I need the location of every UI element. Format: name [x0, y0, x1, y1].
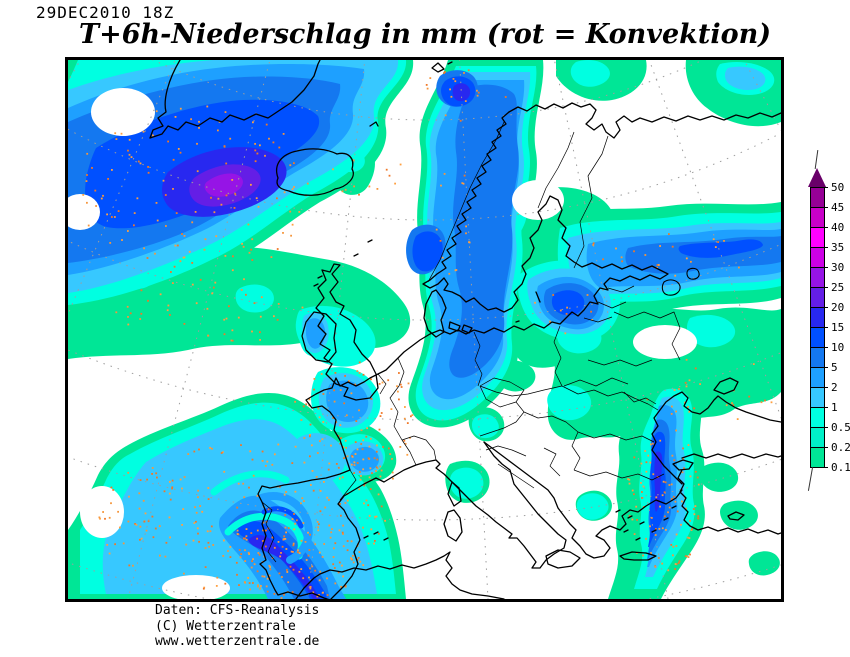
run-date-label: 29DEC2010 18Z: [36, 3, 175, 22]
coast-crete-aegean: [615, 505, 677, 561]
coast-islands-med: [363, 481, 745, 569]
coast-med-spain-france-italy: [330, 441, 567, 599]
precipitation-map: [68, 60, 781, 599]
coast-ireland: [301, 311, 337, 363]
coast-barents: [508, 102, 781, 139]
scale-tick-label: 50: [831, 181, 845, 194]
coast-greenland: [149, 60, 321, 139]
scale-tick-label: 0.2: [831, 441, 850, 454]
scale-tick-label: 45: [831, 201, 845, 214]
scale-tick: [810, 387, 828, 388]
coast-jan-mayen: [369, 121, 379, 127]
map-title: T+6h-Niederschlag in mm (rot = Konvektio…: [79, 19, 771, 50]
scale-tick-label: 10: [831, 341, 845, 354]
scale-tick: [810, 307, 828, 308]
coast-lakes: [661, 267, 700, 296]
convection-speckles: [82, 69, 773, 599]
scale-segment: [810, 347, 825, 367]
scale-tick: [810, 247, 828, 248]
scale-tick: [810, 287, 828, 288]
scale-tick-label: 25: [831, 281, 845, 294]
coast-small-isles: [313, 239, 541, 323]
coast-scandinavia: [422, 111, 669, 335]
scale-tick: [810, 267, 828, 268]
scale-tick-label: 2: [831, 381, 838, 394]
scale-tick: [810, 347, 828, 348]
precip-white-gaps: [68, 88, 697, 599]
scale-tick-label: 35: [831, 241, 845, 254]
scale-pointer-tail: [814, 150, 819, 169]
scale-tick-label: 0.1: [831, 461, 850, 474]
scale-tick: [810, 187, 828, 188]
scale-tick-label: 1: [831, 401, 838, 414]
scale-tick: [810, 367, 828, 368]
scale-tick: [810, 467, 828, 468]
scale-tick-label: 30: [831, 261, 845, 274]
scale-tick: [810, 207, 828, 208]
country-borders: [261, 121, 681, 563]
coast-continent: [257, 329, 459, 599]
scale-segment: [810, 307, 825, 327]
scale-tick: [810, 327, 828, 328]
scale-segment: [810, 447, 825, 467]
scale-segment: [810, 187, 825, 207]
scale-segment: [810, 207, 825, 227]
scale-tick-label: 0.5: [831, 421, 850, 434]
scale-segment: [810, 327, 825, 347]
scale-segment: [810, 287, 825, 307]
scale-tick-label: 20: [831, 301, 845, 314]
coast-black-sea: [651, 377, 781, 485]
scale-arrow-icon: [808, 168, 826, 187]
scale-segment: [810, 387, 825, 407]
precip-level-20-30: [189, 164, 261, 207]
scale-tick-label: 15: [831, 321, 845, 334]
coast-adriatic-balkan: [483, 441, 683, 559]
precip-swirl-arcs: [210, 470, 313, 564]
scale-segment: [810, 227, 825, 247]
scale-tick: [810, 407, 828, 408]
attribution-copyright: (C) Wetterzentrale: [155, 618, 296, 634]
coast-marmara-turkey: [672, 453, 781, 535]
map-canvas: [65, 57, 784, 602]
attribution-url: www.wetterzentrale.de: [155, 634, 320, 649]
coast-iceland: [276, 148, 354, 196]
scale-segment: [810, 247, 825, 267]
coast-britain: [315, 263, 379, 401]
scale-segment: [810, 407, 825, 427]
scale-tick: [810, 227, 828, 228]
scale-pointer-tail: [807, 467, 814, 491]
coastlines: [149, 60, 781, 599]
scale-segment: [810, 427, 825, 447]
scale-tick-label: 40: [831, 221, 845, 234]
scale-tick: [810, 427, 828, 428]
coast-svalbard: [431, 61, 453, 73]
graticule: [68, 60, 781, 599]
attribution-data-source: Daten: CFS-Reanalysis: [155, 603, 320, 618]
attribution: Daten: CFS-Reanalysis (C) Wetterzentrale…: [155, 603, 319, 650]
scale-segment: [810, 367, 825, 387]
scale-tick-label: 5: [831, 361, 838, 374]
coast-north-africa: [295, 551, 505, 599]
scale-tick: [810, 447, 828, 448]
scale-segment: [810, 267, 825, 287]
